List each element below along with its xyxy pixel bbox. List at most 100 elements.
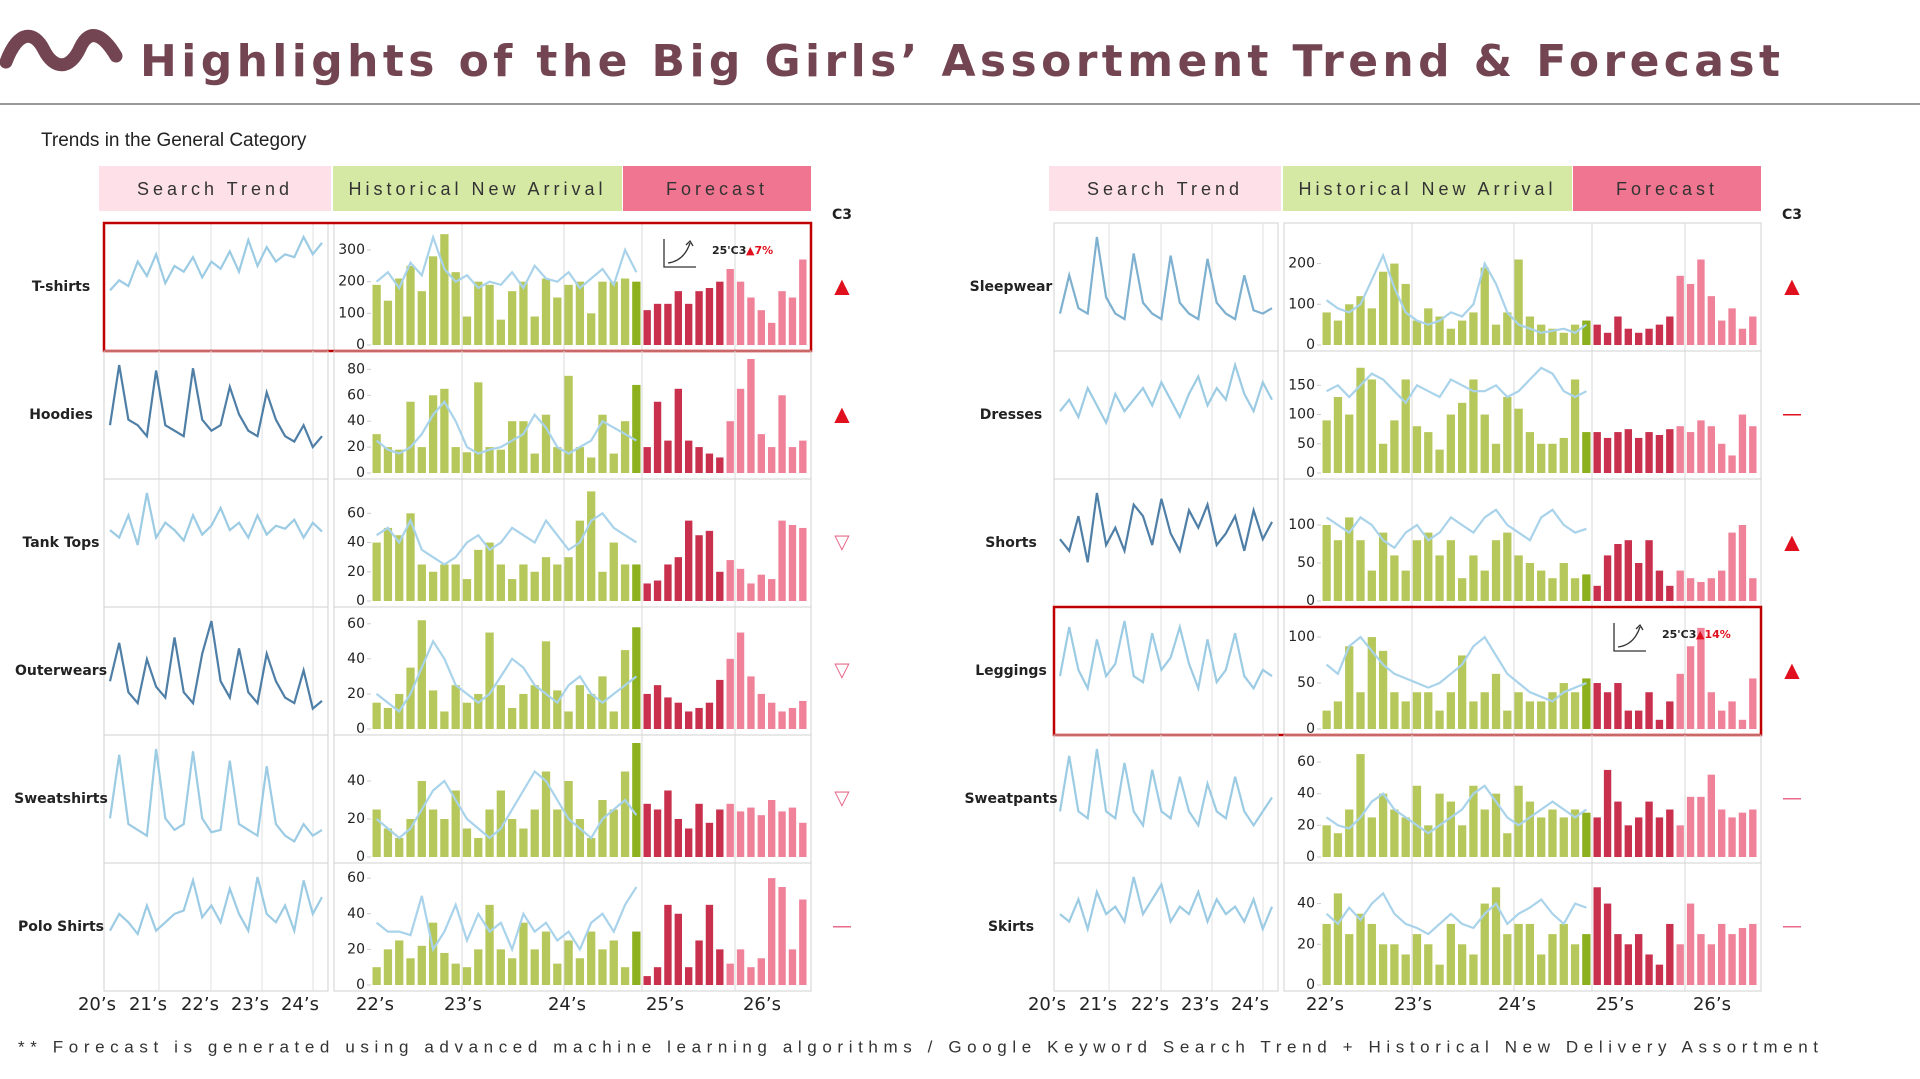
forecast-bar [1738, 525, 1747, 601]
c3-indicator: ▲ [834, 274, 850, 298]
forecast-bar [1624, 825, 1632, 857]
forecast-bar [788, 949, 797, 985]
y-tick-label: 40 [1297, 896, 1315, 912]
history-bar [1582, 432, 1591, 473]
history-bar [1424, 692, 1433, 729]
forecast-bar [1635, 563, 1643, 601]
history-bar [1401, 701, 1410, 729]
forecast-bar [664, 904, 672, 985]
forecast-bar [736, 568, 745, 601]
forecast-bar [1614, 432, 1622, 473]
x-label: 24’s [1231, 994, 1269, 1015]
forecast-bar [653, 967, 662, 985]
forecast-bar [685, 711, 693, 729]
history-bar [609, 453, 618, 473]
history-bar [632, 931, 641, 985]
forecast-bar [1686, 796, 1695, 857]
x-label: 22’s [1306, 994, 1344, 1015]
forecast-bar [799, 440, 807, 473]
y-tick-label: 0 [1306, 465, 1315, 481]
history-bar [530, 949, 539, 985]
forecast-bar [1676, 570, 1684, 601]
x-label: 20’s [1028, 994, 1066, 1015]
history-bar [1458, 825, 1467, 857]
history-bar [417, 447, 426, 473]
history-bar [1345, 809, 1354, 857]
history-bar [1559, 437, 1568, 473]
search-cell [103, 222, 329, 352]
history-bar [575, 281, 585, 345]
history-bar [417, 291, 426, 345]
x-label: 23’s [1394, 994, 1432, 1015]
history-bar [496, 685, 505, 729]
y-tick-label: 0 [1306, 849, 1315, 865]
x-label: 25’s [646, 994, 684, 1015]
history-bar [1356, 296, 1365, 345]
page-title: Highlights of the Big Girls’ Assortment … [140, 36, 1780, 87]
forecast-bar [726, 269, 734, 345]
y-tick-label: 100 [338, 305, 365, 321]
history-bar [1367, 637, 1376, 729]
y-tick-label: 60 [347, 870, 365, 886]
history-bar [417, 620, 426, 729]
y-tick-label: 0 [1306, 977, 1315, 993]
history-bar [474, 949, 483, 985]
forecast-bar [1645, 540, 1653, 601]
history-bar [1514, 785, 1523, 857]
forecast-bar [788, 525, 797, 601]
search-cell [1053, 478, 1279, 608]
history-bar [406, 401, 415, 473]
forecast-bar [664, 564, 672, 601]
history-bar [1480, 570, 1489, 601]
forecast-bar [1738, 812, 1747, 857]
y-tick-label: 20 [347, 686, 365, 702]
forecast-bar [1738, 928, 1747, 985]
history-bar [1548, 809, 1557, 857]
y-tick-label: 0 [1306, 721, 1315, 737]
history-bar [587, 693, 596, 729]
category-label: T-shirts [32, 279, 90, 295]
history-bar [406, 513, 415, 601]
category-label: Leggings [975, 663, 1047, 679]
forecast-bar [747, 807, 755, 857]
history-bar [1469, 785, 1478, 857]
forecast-bar [1666, 585, 1674, 601]
history-bar [1480, 903, 1489, 985]
forecast-bar [1624, 944, 1632, 985]
history-bar [1491, 673, 1501, 729]
y-tick-label: 60 [1297, 754, 1315, 770]
search-line [108, 620, 323, 711]
history-bar [564, 711, 573, 729]
y-tick-label: 150 [1288, 377, 1315, 393]
history-bar [1333, 540, 1343, 601]
forecast-bar [1614, 316, 1622, 345]
history-bar [1435, 710, 1444, 729]
forecast-bar [1614, 544, 1622, 601]
history-bar [1525, 701, 1535, 729]
forecast-bar [1749, 578, 1757, 601]
history-bar [1345, 934, 1354, 985]
history-bar [1446, 801, 1455, 857]
forecast-bar [1676, 426, 1684, 473]
forecast-bar [674, 819, 682, 857]
y-tick-label: 50 [1297, 675, 1315, 691]
x-label: 21’s [1079, 994, 1117, 1015]
y-tick-label: 100 [1288, 407, 1315, 423]
history-bar [530, 809, 539, 857]
history-bar [1559, 332, 1568, 345]
history-bar [1458, 655, 1467, 729]
history-bar [1491, 443, 1501, 473]
search-cell [1053, 734, 1279, 864]
forecast-bar [1655, 570, 1664, 601]
history-bar [1525, 801, 1535, 857]
history-line [1325, 508, 1587, 550]
forecast-bar [747, 967, 755, 985]
x-label: 26’s [1693, 994, 1731, 1015]
forecast-bar [1728, 934, 1736, 985]
history-bar [1537, 954, 1546, 985]
forecast-bar [1707, 296, 1715, 345]
x-label: 23’s [444, 994, 482, 1015]
history-bar [496, 790, 505, 857]
forecast-bar [757, 310, 765, 345]
forecast-bar [1624, 540, 1632, 601]
